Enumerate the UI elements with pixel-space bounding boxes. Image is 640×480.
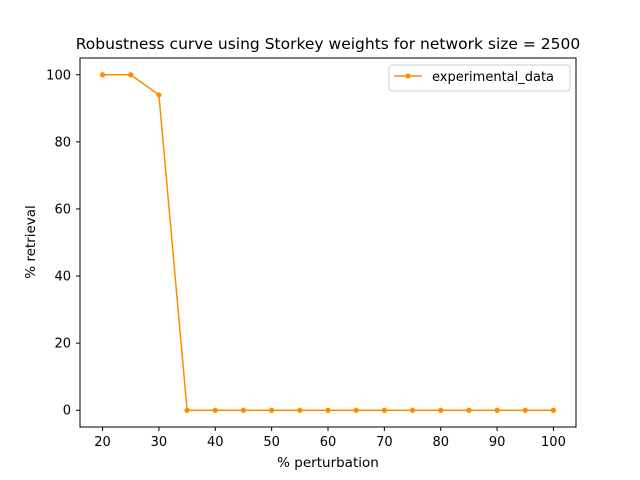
- legend-label: experimental_data: [432, 70, 554, 85]
- x-tick-label: 30: [151, 435, 168, 450]
- data-point: [212, 407, 218, 413]
- x-axis-label: % perturbation: [277, 455, 379, 471]
- x-tick-label: 70: [376, 435, 393, 450]
- legend: experimental_data: [388, 64, 571, 92]
- y-tick-label: 0: [63, 404, 71, 419]
- x-tick-label: 90: [489, 435, 506, 450]
- data-point: [522, 407, 528, 413]
- data-point: [409, 407, 416, 413]
- plot-area: [79, 57, 577, 428]
- data-point: [156, 92, 162, 98]
- data-point: [438, 407, 444, 413]
- data-point: [494, 407, 500, 413]
- x-tick-label: 40: [207, 435, 224, 450]
- legend-box: [388, 64, 571, 92]
- x-tick-label: 50: [263, 435, 280, 450]
- y-axis-label: % retrieval: [23, 205, 39, 279]
- data-point: [550, 407, 557, 413]
- data-point: [240, 407, 247, 413]
- x-tick-label: 20: [94, 435, 111, 450]
- data-point: [325, 407, 331, 413]
- x-tick-label: 60: [320, 435, 337, 450]
- y-tick-label: 60: [54, 202, 71, 217]
- x-axis: 20 30 40 50 60 70 80 90 100: [94, 427, 566, 450]
- legend-marker-swatch: [405, 73, 411, 79]
- y-tick-label: 40: [54, 270, 71, 285]
- y-axis: 0 20 40 60 80 100: [46, 68, 80, 419]
- data-point: [128, 72, 134, 78]
- data-point: [269, 407, 275, 413]
- data-point: [381, 407, 387, 413]
- y-tick-label: 20: [54, 337, 71, 352]
- data-point: [184, 407, 190, 413]
- data-point: [466, 407, 472, 413]
- data-point: [353, 407, 359, 413]
- y-tick-label: 100: [46, 68, 71, 83]
- x-tick-label: 100: [541, 435, 566, 450]
- y-tick-label: 80: [54, 135, 71, 150]
- chart-title: Robustness curve using Storkey weights f…: [76, 35, 581, 53]
- data-series-layer: [99, 72, 557, 413]
- data-point: [99, 72, 106, 78]
- x-tick-label: 80: [432, 435, 449, 450]
- data-point: [297, 407, 303, 413]
